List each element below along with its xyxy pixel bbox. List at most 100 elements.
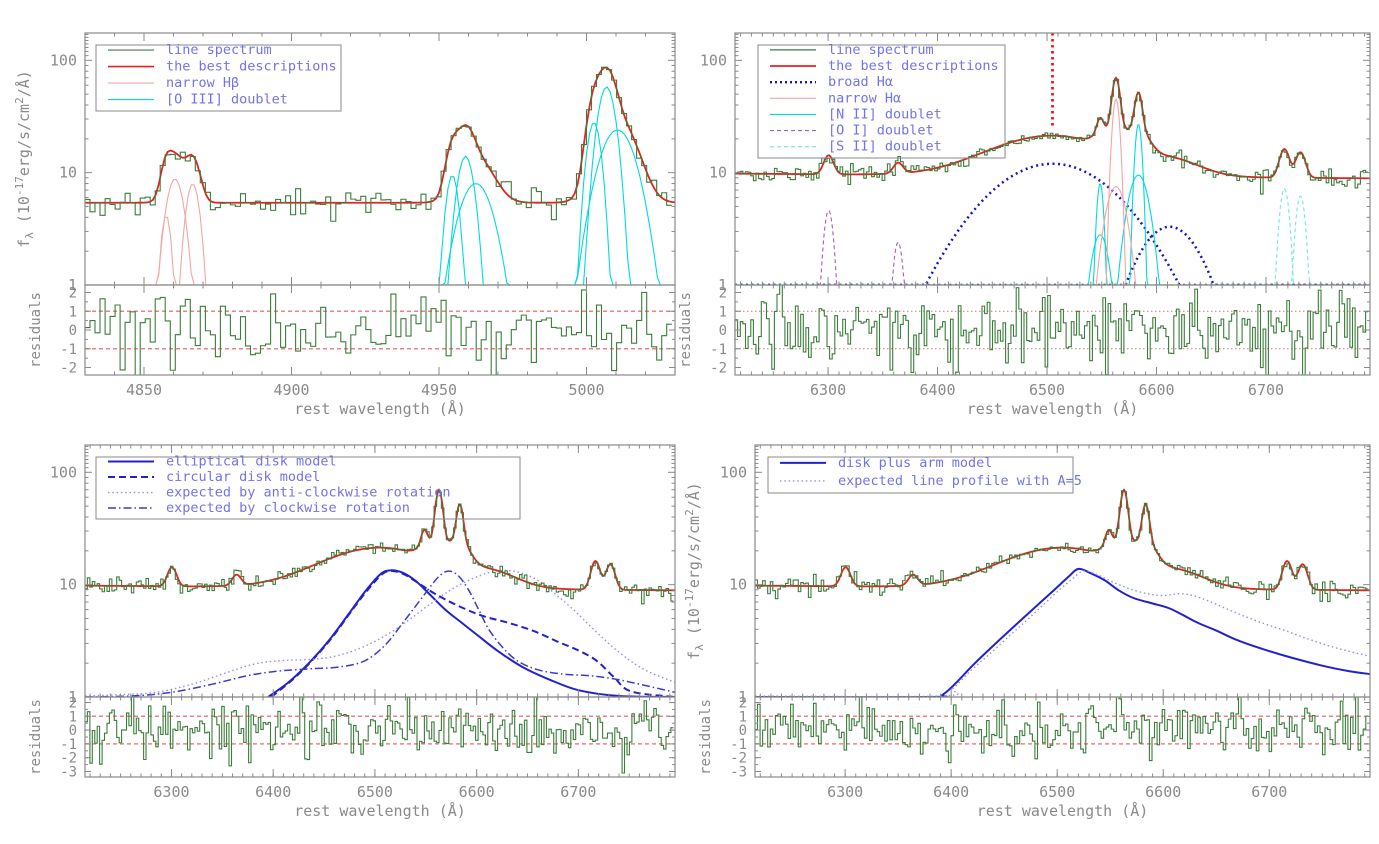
flux-tick-label: 1	[68, 688, 77, 706]
curve-anti-clockwise-rotation	[85, 569, 675, 697]
legend-entry: expected by clockwise rotation	[108, 500, 410, 516]
legend-entry: circular disk model	[108, 469, 320, 485]
wavelength-tick-label: 6600	[459, 783, 495, 801]
axis-ticks	[85, 445, 675, 777]
legend-label: narrow Hβ	[166, 75, 239, 91]
legend-box	[757, 44, 1006, 159]
wavelength-tick-label: 6500	[1039, 783, 1075, 801]
legend-label: line spectrum	[828, 42, 934, 58]
legend-entry: line spectrum	[770, 42, 934, 58]
wavelength-tick-label: 6600	[1138, 381, 1174, 399]
wavelength-tick-label: 4850	[126, 381, 162, 399]
legend-entry: elliptical disk model	[108, 454, 337, 470]
flux-tick-label: 1	[738, 688, 747, 706]
legend-label: the best descriptions	[828, 58, 999, 74]
axis-ticks	[755, 445, 1370, 777]
legend-box	[767, 456, 1074, 494]
legend-label: expected by clockwise rotation	[166, 500, 410, 516]
wavelength-tick-label: 6400	[919, 381, 955, 399]
legend-entry: disk plus arm model	[780, 455, 992, 471]
spectrum-histogram	[735, 78, 1369, 195]
legend: disk plus arm model expected line profile…	[767, 455, 1082, 494]
spectrum-histogram	[85, 66, 672, 222]
wavelength-tick-label: 6300	[827, 783, 863, 801]
legend-label: expected by anti-clockwise rotation	[166, 485, 450, 501]
legend-label: [S II] doublet	[828, 139, 942, 155]
curve-clockwise-rotation	[85, 570, 675, 697]
flux-tick-label: 10	[709, 164, 727, 182]
residuals-axis-title: residuals	[678, 292, 694, 368]
legend-label: [O I] doublet	[828, 123, 934, 139]
legend-label: narrow Hα	[828, 90, 901, 106]
legend-label: [O III] doublet	[166, 92, 288, 108]
residual-tick-label: 1	[69, 304, 77, 320]
x-axis-title: rest wavelength (Å)	[294, 399, 466, 418]
wavelength-tick-label: 6700	[1248, 381, 1284, 399]
x-axis-title: rest wavelength (Å)	[977, 801, 1149, 820]
spectrum-histogram	[755, 490, 1369, 603]
wavelength-tick-label: 6500	[1029, 381, 1065, 399]
residual-tick-label: 2	[719, 286, 727, 302]
wavelength-tick-label: 6300	[810, 381, 846, 399]
residual-tick-label: -2	[730, 751, 747, 767]
curve-expected-line-profile-a5	[755, 570, 1370, 697]
legend-label: disk plus arm model	[838, 455, 992, 471]
flux-tick-label: 1	[718, 276, 727, 294]
flux-tick-label: 1	[68, 276, 77, 294]
curve-narrow-hbeta	[85, 179, 675, 285]
residual-tick-label: -1	[60, 737, 77, 753]
flux-tick-label: 100	[50, 51, 77, 69]
residuals-histogram	[84, 289, 672, 376]
legend-entry: narrow Hβ	[108, 75, 239, 91]
wavelength-tick-label: 6500	[357, 783, 393, 801]
residual-tick-label: 1	[739, 709, 747, 725]
legend-entry: expected by anti-clockwise rotation	[108, 485, 450, 501]
residual-tick-label: 2	[739, 696, 747, 712]
spectrum-histogram	[85, 491, 674, 605]
legend-entry: the best descriptions	[108, 59, 337, 75]
legend-entry: line spectrum	[108, 42, 272, 58]
residual-tick-label: -1	[730, 737, 747, 753]
residual-tick-label: -1	[710, 342, 727, 358]
wavelength-tick-label: 4900	[273, 381, 309, 399]
residuals-axis-title: residuals	[28, 292, 44, 368]
curve-oiii-doublet	[85, 129, 675, 285]
residuals-axis-title: residuals	[28, 699, 44, 775]
legend-entry: [O III] doublet	[108, 92, 288, 108]
legend-label: [N II] doublet	[828, 106, 942, 122]
flux-axis-title: fλ (10-17erg/s/cm2/Å)	[683, 482, 706, 660]
residual-tick-label: 1	[69, 709, 77, 725]
residual-tick-label: -2	[710, 361, 727, 377]
curve-elliptical-disk-model	[267, 569, 675, 697]
residuals-histogram	[84, 696, 674, 774]
residual-tick-label: -3	[60, 764, 77, 780]
x-axis-title: rest wavelength (Å)	[294, 801, 466, 820]
flux-tick-label: 100	[720, 463, 747, 481]
residual-tick-label: -3	[730, 764, 747, 780]
curve-narrow-hbeta	[85, 184, 675, 285]
curve-disk-plus-arm-model	[755, 567, 1370, 697]
wavelength-tick-label: 6700	[560, 783, 596, 801]
legend-entry: [N II] doublet	[770, 106, 942, 122]
legend-box	[95, 456, 521, 520]
legend-entry: broad Hα	[770, 74, 893, 90]
legend-entry: [S II] doublet	[770, 139, 942, 155]
legend-entry: [O I] doublet	[770, 123, 934, 139]
residual-tick-label: -1	[60, 342, 77, 358]
legend-label: line spectrum	[166, 42, 272, 58]
wavelength-tick-label: 6400	[933, 783, 969, 801]
wavelength-tick-label: 6700	[1251, 783, 1287, 801]
residual-tick-label: 1	[719, 304, 727, 320]
residual-tick-label: -2	[60, 751, 77, 767]
